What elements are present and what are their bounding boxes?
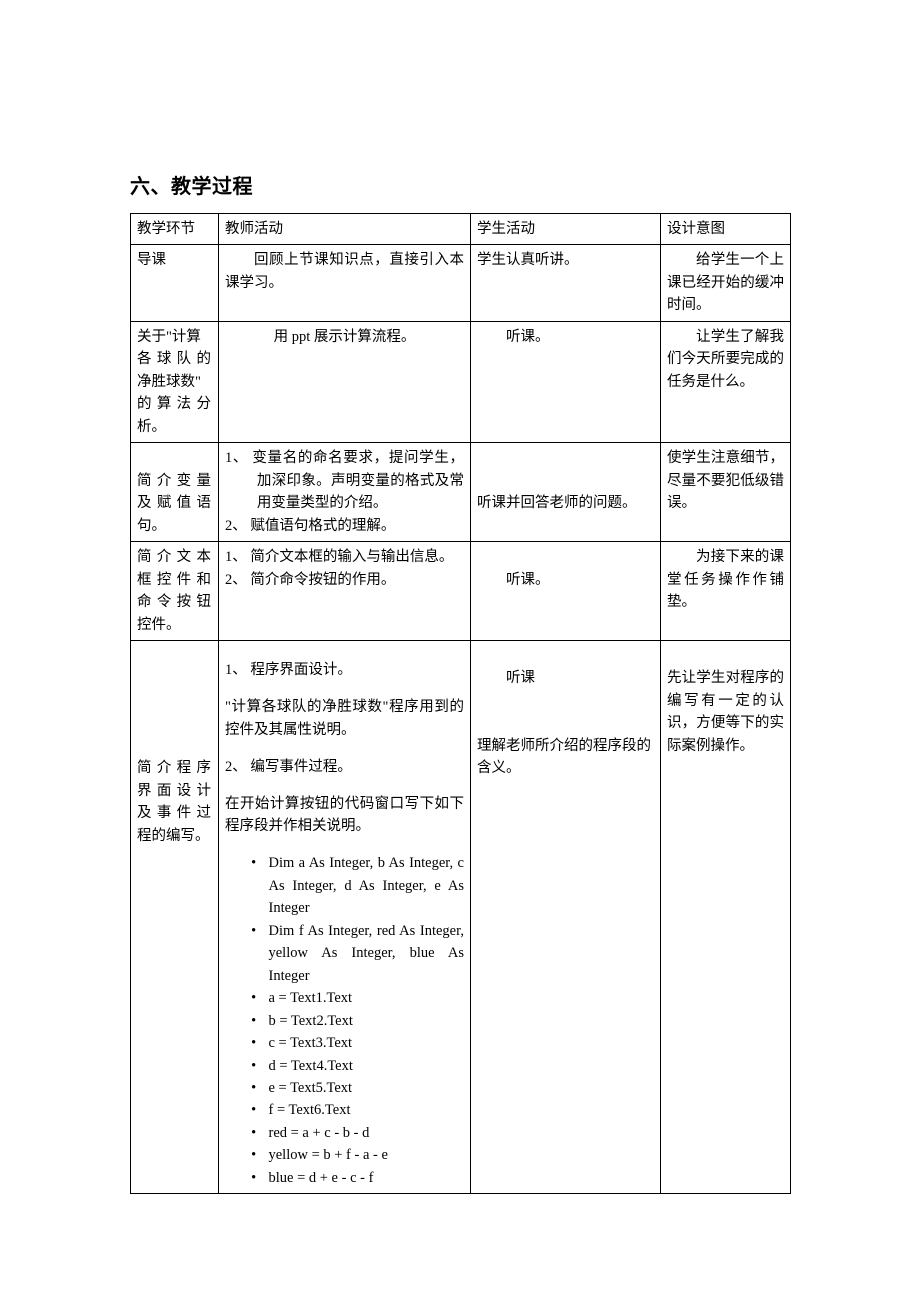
intent-text: 先让学生对程序的编写有一定的认识，方便等下的实际案例操作。 (667, 667, 784, 757)
stage-line: 程的编写。 (137, 825, 212, 847)
student-text: 听课。 (477, 326, 654, 348)
intent-text: 让学生了解我们今天所要完成的任务是什么。 (667, 326, 784, 393)
student-text: 理解老师所介绍的程序段的含义。 (477, 735, 654, 780)
teacher-item: 1、 变量名的命名要求，提问学生，加深印象。声明变量的格式及常用变量类型的介绍。 (225, 447, 464, 514)
code-line: c = Text3.Text (248, 1032, 464, 1054)
teacher-cell: 用 ppt 展示计算流程。 (219, 321, 471, 442)
header-stage: 教学环节 (131, 214, 219, 245)
intent-cell: 给学生一个上课已经开始的缓冲时间。 (661, 245, 791, 321)
table-row: 导课 回顾上节课知识点，直接引入本课学习。 学生认真听讲。 给学生一个上课已经开… (131, 245, 791, 321)
table-row: 关于"计算 各球队的 净胜球数" 的算法分 析。 用 ppt 展示计算流程。 听… (131, 321, 791, 442)
code-list: Dim a As Integer, b As Integer, c As Int… (225, 852, 464, 1189)
stage-line: 命令按钮 (137, 591, 212, 613)
lesson-table: 教学环节 教师活动 学生活动 设计意图 导课 回顾上节课知识点，直接引入本课学习… (130, 213, 791, 1194)
intent-cell: 为接下来的课堂任务操作作铺垫。 (661, 542, 791, 641)
code-line: yellow = b + f - a - e (248, 1144, 464, 1166)
stage-line: 各球队的 (137, 348, 212, 370)
teacher-item: 2、 编写事件过程。 (225, 756, 464, 778)
stage-line: 及赋值语 (137, 492, 212, 514)
teacher-cell: 回顾上节课知识点，直接引入本课学习。 (219, 245, 471, 321)
header-student: 学生活动 (471, 214, 661, 245)
student-cell: 听课。 (471, 542, 661, 641)
student-cell: 学生认真听讲。 (471, 245, 661, 321)
table-row: 简介程序 界面设计 及事件过 程的编写。 1、 程序界面设计。 "计算各球队的净… (131, 640, 791, 1193)
intent-text: 给学生一个上课已经开始的缓冲时间。 (667, 249, 784, 316)
code-line: f = Text6.Text (248, 1099, 464, 1121)
stage-cell: 简介文本 框控件和 命令按钮 控件。 (131, 542, 219, 641)
header-teacher: 教师活动 (219, 214, 471, 245)
page: 六、教学过程 教学环节 教师活动 学生活动 设计意图 导课 回顾上节课知识点，直… (0, 0, 920, 1302)
stage-text: 导课 (137, 252, 166, 268)
teacher-cell: 1、 变量名的命名要求，提问学生，加深印象。声明变量的格式及常用变量类型的介绍。… (219, 443, 471, 542)
teacher-cell: 1、 程序界面设计。 "计算各球队的净胜球数"程序用到的控件及其属性说明。 2、… (219, 640, 471, 1193)
stage-line: 控件。 (137, 614, 212, 636)
table-header-row: 教学环节 教师活动 学生活动 设计意图 (131, 214, 791, 245)
teacher-item: 2、 赋值语句格式的理解。 (225, 515, 464, 537)
stage-line: 的算法分 (137, 393, 212, 415)
intent-cell: 让学生了解我们今天所要完成的任务是什么。 (661, 321, 791, 442)
stage-line: 净胜球数" (137, 371, 212, 393)
code-line: Dim f As Integer, red As Integer, yellow… (248, 920, 464, 987)
code-line: blue = d + e - c - f (248, 1167, 464, 1189)
teacher-text: 回顾上节课知识点，直接引入本课学习。 (225, 249, 464, 294)
stage-line: 界面设计 (137, 780, 212, 802)
stage-cell: 简介程序 界面设计 及事件过 程的编写。 (131, 640, 219, 1193)
intent-cell: 使学生注意细节，尽量不要犯低级错误。 (661, 443, 791, 542)
stage-line: 简介变量 (137, 470, 212, 492)
table-row: 简介变量 及赋值语 句。 1、 变量名的命名要求，提问学生，加深印象。声明变量的… (131, 443, 791, 542)
code-line: e = Text5.Text (248, 1077, 464, 1099)
stage-cell: 简介变量 及赋值语 句。 (131, 443, 219, 542)
header-intent: 设计意图 (661, 214, 791, 245)
stage-cell: 关于"计算 各球队的 净胜球数" 的算法分 析。 (131, 321, 219, 442)
teacher-item: 1、 程序界面设计。 (225, 659, 464, 681)
teacher-text: 用 ppt 展示计算流程。 (225, 326, 464, 348)
code-line: Dim a As Integer, b As Integer, c As Int… (248, 852, 464, 919)
student-cell: 听课并回答老师的问题。 (471, 443, 661, 542)
stage-cell: 导课 (131, 245, 219, 321)
teacher-item: 2、 简介命令按钮的作用。 (225, 569, 464, 591)
teacher-cell: 1、 简介文本框的输入与输出信息。 2、 简介命令按钮的作用。 (219, 542, 471, 641)
code-line: d = Text4.Text (248, 1055, 464, 1077)
intent-text: 使学生注意细节，尽量不要犯低级错误。 (667, 447, 784, 514)
stage-line: 简介文本 (137, 546, 212, 568)
code-line: red = a + c - b - d (248, 1122, 464, 1144)
stage-line: 及事件过 (137, 802, 212, 824)
table-row: 简介文本 框控件和 命令按钮 控件。 1、 简介文本框的输入与输出信息。 2、 … (131, 542, 791, 641)
intent-cell: 先让学生对程序的编写有一定的认识，方便等下的实际案例操作。 (661, 640, 791, 1193)
teacher-item: 1、 简介文本框的输入与输出信息。 (225, 546, 464, 568)
code-line: b = Text2.Text (248, 1010, 464, 1032)
teacher-item: "计算各球队的净胜球数"程序用到的控件及其属性说明。 (225, 696, 464, 741)
code-line: a = Text1.Text (248, 987, 464, 1009)
stage-line: 框控件和 (137, 569, 212, 591)
student-cell: 听课。 (471, 321, 661, 442)
student-text: 听课并回答老师的问题。 (477, 492, 654, 514)
stage-line: 句。 (137, 515, 212, 537)
student-text: 听课。 (477, 569, 654, 591)
stage-line: 关于"计算 (137, 326, 212, 348)
section-heading: 六、教学过程 (130, 170, 800, 199)
student-cell: 听课 理解老师所介绍的程序段的含义。 (471, 640, 661, 1193)
stage-line: 析。 (137, 416, 212, 438)
stage-line: 简介程序 (137, 757, 212, 779)
student-text: 听课 (477, 667, 654, 689)
intent-text: 为接下来的课堂任务操作作铺垫。 (667, 546, 784, 613)
teacher-item: 在开始计算按钮的代码窗口写下如下程序段并作相关说明。 (225, 793, 464, 838)
